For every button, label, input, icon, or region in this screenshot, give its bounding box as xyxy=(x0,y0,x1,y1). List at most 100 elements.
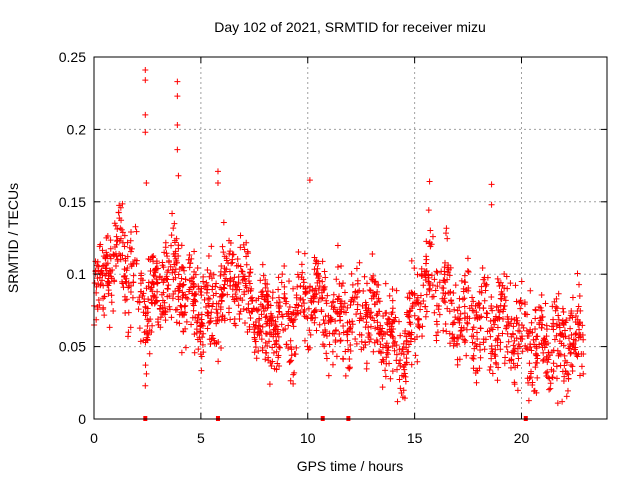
data-point xyxy=(465,268,472,275)
data-point xyxy=(165,282,172,289)
data-point xyxy=(453,334,460,341)
data-point xyxy=(258,336,265,343)
data-point xyxy=(105,278,112,285)
data-point xyxy=(450,342,457,349)
data-point xyxy=(380,358,387,365)
data-point xyxy=(131,257,138,264)
data-point xyxy=(153,276,160,283)
data-point xyxy=(315,298,322,305)
data-point xyxy=(527,374,534,381)
data-point xyxy=(164,253,171,260)
data-point xyxy=(447,297,454,304)
data-point xyxy=(404,348,411,355)
data-point xyxy=(107,237,114,244)
data-point xyxy=(179,289,186,296)
data-point xyxy=(162,317,169,324)
data-point xyxy=(143,285,150,292)
data-point xyxy=(464,320,471,327)
data-point xyxy=(392,338,399,345)
data-point xyxy=(119,229,126,236)
data-point xyxy=(215,339,222,346)
data-point xyxy=(250,321,257,328)
x-tick-label: 15 xyxy=(407,430,423,446)
data-point xyxy=(365,305,372,312)
data-point xyxy=(501,303,508,310)
data-point xyxy=(169,266,176,273)
data-point xyxy=(274,360,281,367)
data-point xyxy=(401,395,408,402)
data-point xyxy=(386,292,393,299)
data-point xyxy=(169,210,176,217)
data-point xyxy=(303,290,310,297)
data-point xyxy=(263,313,270,320)
data-point xyxy=(539,321,546,328)
data-point xyxy=(383,309,390,316)
data-point xyxy=(524,375,531,382)
data-point xyxy=(145,318,152,325)
data-point xyxy=(122,309,129,316)
data-point xyxy=(411,292,418,299)
data-point xyxy=(95,263,102,270)
data-point xyxy=(550,326,557,333)
data-point xyxy=(117,225,124,232)
data-point xyxy=(313,257,320,264)
data-point xyxy=(549,303,556,310)
data-point xyxy=(244,328,251,335)
data-point xyxy=(262,305,269,312)
data-point xyxy=(499,330,506,337)
y-tick-label: 0.05 xyxy=(59,339,86,355)
data-point xyxy=(524,311,531,318)
data-point xyxy=(576,293,583,300)
data-point xyxy=(469,355,476,362)
data-point xyxy=(111,278,118,285)
data-point xyxy=(241,320,248,327)
data-point xyxy=(334,296,341,303)
data-point xyxy=(117,204,124,211)
data-point xyxy=(186,286,193,293)
data-point xyxy=(201,296,208,303)
data-point xyxy=(391,318,398,325)
data-point xyxy=(341,300,348,307)
data-point xyxy=(195,283,202,290)
data-point xyxy=(393,351,400,358)
data-point xyxy=(316,295,323,302)
data-point xyxy=(576,331,583,338)
data-point xyxy=(572,312,579,319)
data-point xyxy=(132,223,139,230)
data-point xyxy=(225,260,232,267)
data-point xyxy=(451,306,458,313)
data-point xyxy=(374,324,381,331)
data-point xyxy=(479,264,486,271)
data-point xyxy=(561,373,568,380)
data-point xyxy=(229,286,236,293)
data-point xyxy=(259,261,266,268)
data-point xyxy=(464,268,471,275)
data-point xyxy=(559,368,566,375)
data-point xyxy=(217,304,224,311)
data-point xyxy=(112,262,119,269)
data-point xyxy=(472,303,479,310)
data-point xyxy=(456,356,463,363)
data-point xyxy=(323,300,330,307)
data-point xyxy=(359,302,366,309)
data-point xyxy=(580,350,587,357)
data-point xyxy=(247,315,254,322)
data-point xyxy=(184,295,191,302)
data-point xyxy=(565,335,572,342)
data-point xyxy=(551,298,558,305)
data-point xyxy=(445,262,452,269)
data-point xyxy=(360,315,367,322)
data-point xyxy=(174,93,181,100)
data-point xyxy=(191,331,198,338)
data-point xyxy=(576,372,583,379)
data-point xyxy=(511,337,518,344)
data-point xyxy=(96,243,103,250)
data-point xyxy=(527,326,534,333)
data-point xyxy=(375,295,382,302)
data-point xyxy=(509,349,516,356)
data-point xyxy=(550,368,557,375)
data-point xyxy=(226,282,233,289)
data-point xyxy=(112,222,119,229)
data-point xyxy=(125,329,132,336)
data-point xyxy=(369,250,376,257)
